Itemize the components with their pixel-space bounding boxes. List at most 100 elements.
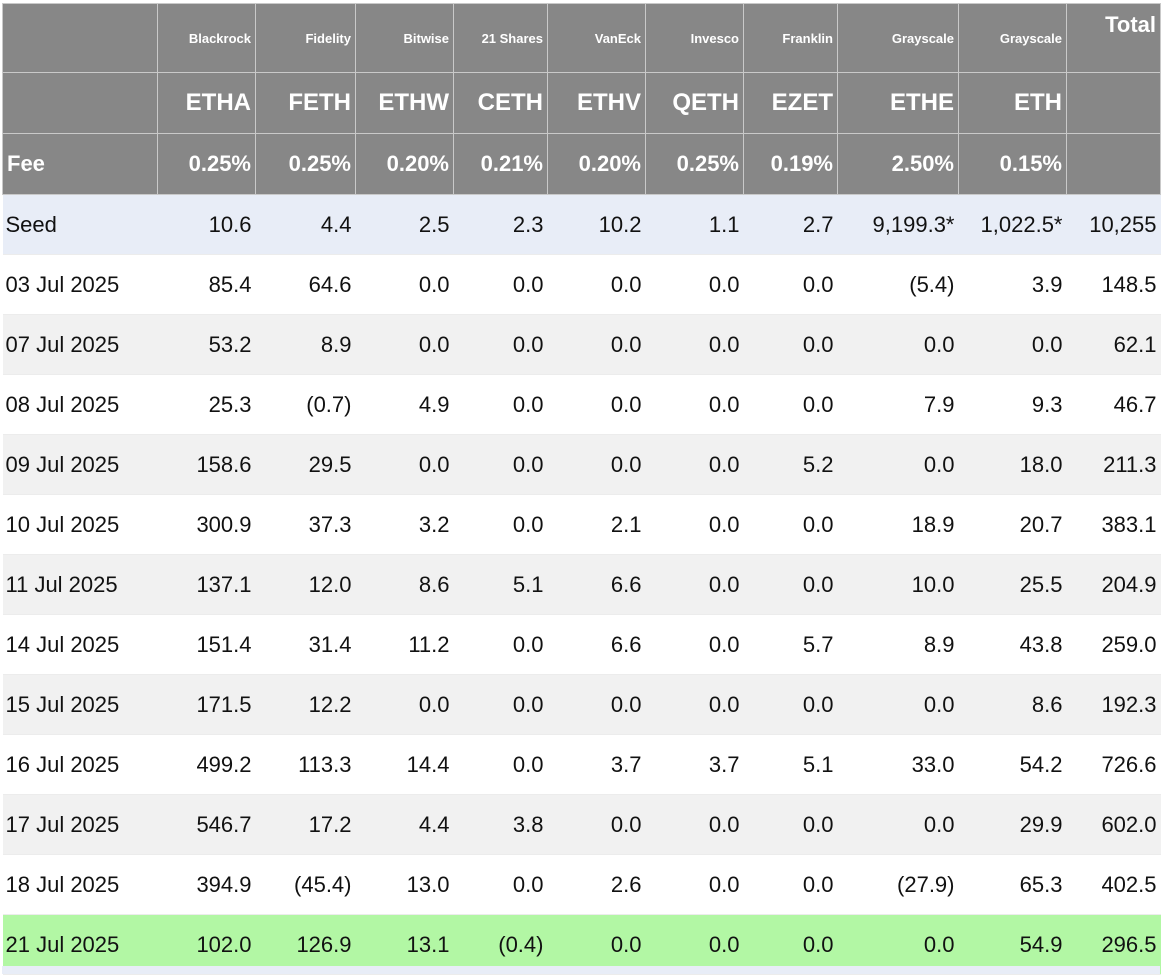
flow-cell: 25.5 bbox=[958, 554, 1067, 615]
fee-cell: 0.15% bbox=[958, 133, 1067, 195]
flow-cell: 2.5 bbox=[355, 194, 454, 255]
ticker-corner-cell bbox=[2, 72, 158, 134]
flow-cell: (27.9) bbox=[837, 854, 959, 915]
date-cell: 21 Jul 2025 bbox=[2, 914, 158, 975]
flow-cell: 54.9 bbox=[958, 914, 1067, 975]
flow-cell: 0.0 bbox=[547, 314, 646, 375]
table-row: 16 Jul 2025 499.2 113.3 14.4 0.0 3.7 3.7 5.1 33.… bbox=[2, 734, 1161, 795]
flow-cell: 0.0 bbox=[743, 374, 838, 435]
total-header: Total bbox=[1066, 3, 1161, 73]
table-row: 14 Jul 2025 151.4 31.4 11.2 0.0 6.6 0.0 5.7 8.9 4… bbox=[2, 614, 1161, 675]
fee-total-cell bbox=[1066, 133, 1161, 195]
flow-cell: 0.0 bbox=[743, 914, 838, 975]
flow-cell: 0.0 bbox=[355, 254, 454, 315]
flow-cell: 0.0 bbox=[453, 254, 548, 315]
flow-cell: 3.7 bbox=[645, 734, 744, 795]
flow-cell: 0.0 bbox=[837, 794, 959, 855]
flow-cell: 25.3 bbox=[157, 374, 256, 435]
flow-cell: 10.0 bbox=[837, 554, 959, 615]
flow-cell: 8.6 bbox=[355, 554, 454, 615]
total-cell: 602.0 bbox=[1066, 794, 1161, 855]
corner-cell bbox=[2, 3, 158, 73]
ticker-header-row: ETHA FETH ETHW CETH ETHV QETH EZET ETHE … bbox=[2, 72, 1161, 134]
flow-cell: 0.0 bbox=[547, 374, 646, 435]
ticker-header: ETHV bbox=[547, 72, 646, 134]
fee-cell: 0.19% bbox=[743, 133, 838, 195]
table-row: 17 Jul 2025 546.7 17.2 4.4 3.8 0.0 0.0 0.0 0.0 29… bbox=[2, 794, 1161, 855]
flow-cell: 33.0 bbox=[837, 734, 959, 795]
flow-cell: 0.0 bbox=[453, 614, 548, 675]
flow-cell: 0.0 bbox=[547, 914, 646, 975]
ticker-header: CETH bbox=[453, 72, 548, 134]
date-cell: 17 Jul 2025 bbox=[2, 794, 158, 855]
issuer-header: Blackrock bbox=[157, 3, 256, 73]
issuer-header: Grayscale bbox=[837, 3, 959, 73]
flow-cell: (5.4) bbox=[837, 254, 959, 315]
total-cell: 62.1 bbox=[1066, 314, 1161, 375]
flow-cell: 5.2 bbox=[743, 434, 838, 495]
flow-cell: 31.4 bbox=[255, 614, 356, 675]
flow-cell: 137.1 bbox=[157, 554, 256, 615]
issuer-header: Fidelity bbox=[255, 3, 356, 73]
flow-cell: 29.5 bbox=[255, 434, 356, 495]
flow-cell: 0.0 bbox=[453, 374, 548, 435]
flow-cell: 546.7 bbox=[157, 794, 256, 855]
flow-cell: 4.9 bbox=[355, 374, 454, 435]
flow-cell: 3.8 bbox=[453, 794, 548, 855]
date-cell: 16 Jul 2025 bbox=[2, 734, 158, 795]
flow-cell: 300.9 bbox=[157, 494, 256, 555]
fee-cell: 0.25% bbox=[645, 133, 744, 195]
table-row: 18 Jul 2025 394.9 (45.4) 13.0 0.0 2.6 0.0 0.0 (2… bbox=[2, 854, 1161, 915]
total-cell: 10,255 bbox=[1066, 194, 1161, 255]
flow-cell: 1.1 bbox=[645, 194, 744, 255]
flow-cell: 151.4 bbox=[157, 614, 256, 675]
fee-cell: 2.50% bbox=[837, 133, 959, 195]
table-row: 03 Jul 2025 85.4 64.6 0.0 0.0 0.0 0.0 0.0 (5.4) 3… bbox=[2, 254, 1161, 315]
date-cell: 09 Jul 2025 bbox=[2, 434, 158, 495]
date-cell: 07 Jul 2025 bbox=[2, 314, 158, 375]
flow-cell: 5.1 bbox=[743, 734, 838, 795]
flow-cell: 0.0 bbox=[743, 674, 838, 735]
flow-cell: 0.0 bbox=[645, 314, 744, 375]
fee-header-row: Fee 0.25% 0.25% 0.20% 0.21% 0.20% 0.25% … bbox=[2, 133, 1161, 195]
total-cell: 259.0 bbox=[1066, 614, 1161, 675]
flow-cell: 12.2 bbox=[255, 674, 356, 735]
flow-cell: 0.0 bbox=[645, 794, 744, 855]
flow-cell: 6.6 bbox=[547, 614, 646, 675]
flow-cell: 2.6 bbox=[547, 854, 646, 915]
flow-cell: 20.7 bbox=[958, 494, 1067, 555]
date-cell: 08 Jul 2025 bbox=[2, 374, 158, 435]
table-row: 11 Jul 2025 137.1 12.0 8.6 5.1 6.6 0.0 0.0 10.0 2… bbox=[2, 554, 1161, 615]
fee-cell: 0.20% bbox=[355, 133, 454, 195]
flow-cell: 0.0 bbox=[453, 434, 548, 495]
flow-cell: 0.0 bbox=[355, 434, 454, 495]
flow-cell: 6.6 bbox=[547, 554, 646, 615]
table-row: 15 Jul 2025 171.5 12.2 0.0 0.0 0.0 0.0 0.0 0.0 8.… bbox=[2, 674, 1161, 735]
flow-cell: 0.0 bbox=[837, 434, 959, 495]
flow-cell: 0.0 bbox=[837, 914, 959, 975]
ticker-header: QETH bbox=[645, 72, 744, 134]
total-cell: 148.5 bbox=[1066, 254, 1161, 315]
total-cell: 402.5 bbox=[1066, 854, 1161, 915]
total-cell: 383.1 bbox=[1066, 494, 1161, 555]
flow-cell: 7.9 bbox=[837, 374, 959, 435]
flow-cell: 9,199.3* bbox=[837, 194, 959, 255]
fee-cell: 0.25% bbox=[157, 133, 256, 195]
flow-cell: 0.0 bbox=[743, 254, 838, 315]
flow-cell: 0.0 bbox=[958, 314, 1067, 375]
flow-cell: 0.0 bbox=[645, 434, 744, 495]
flow-cell: 0.0 bbox=[547, 434, 646, 495]
table-row: 10 Jul 2025 300.9 37.3 3.2 0.0 2.1 0.0 0.0 18.9 2… bbox=[2, 494, 1161, 555]
flow-cell: 113.3 bbox=[255, 734, 356, 795]
flow-cell: 0.0 bbox=[645, 374, 744, 435]
fee-label: Fee bbox=[2, 133, 158, 195]
flow-cell: 0.0 bbox=[645, 254, 744, 315]
flow-cell: 0.0 bbox=[743, 794, 838, 855]
issuer-header: Grayscale bbox=[958, 3, 1067, 73]
flow-cell: 8.9 bbox=[255, 314, 356, 375]
flow-cell: 85.4 bbox=[157, 254, 256, 315]
date-cell: 03 Jul 2025 bbox=[2, 254, 158, 315]
flow-cell: 0.0 bbox=[645, 554, 744, 615]
ticker-total-cell bbox=[1066, 72, 1161, 134]
flow-cell: 17.2 bbox=[255, 794, 356, 855]
